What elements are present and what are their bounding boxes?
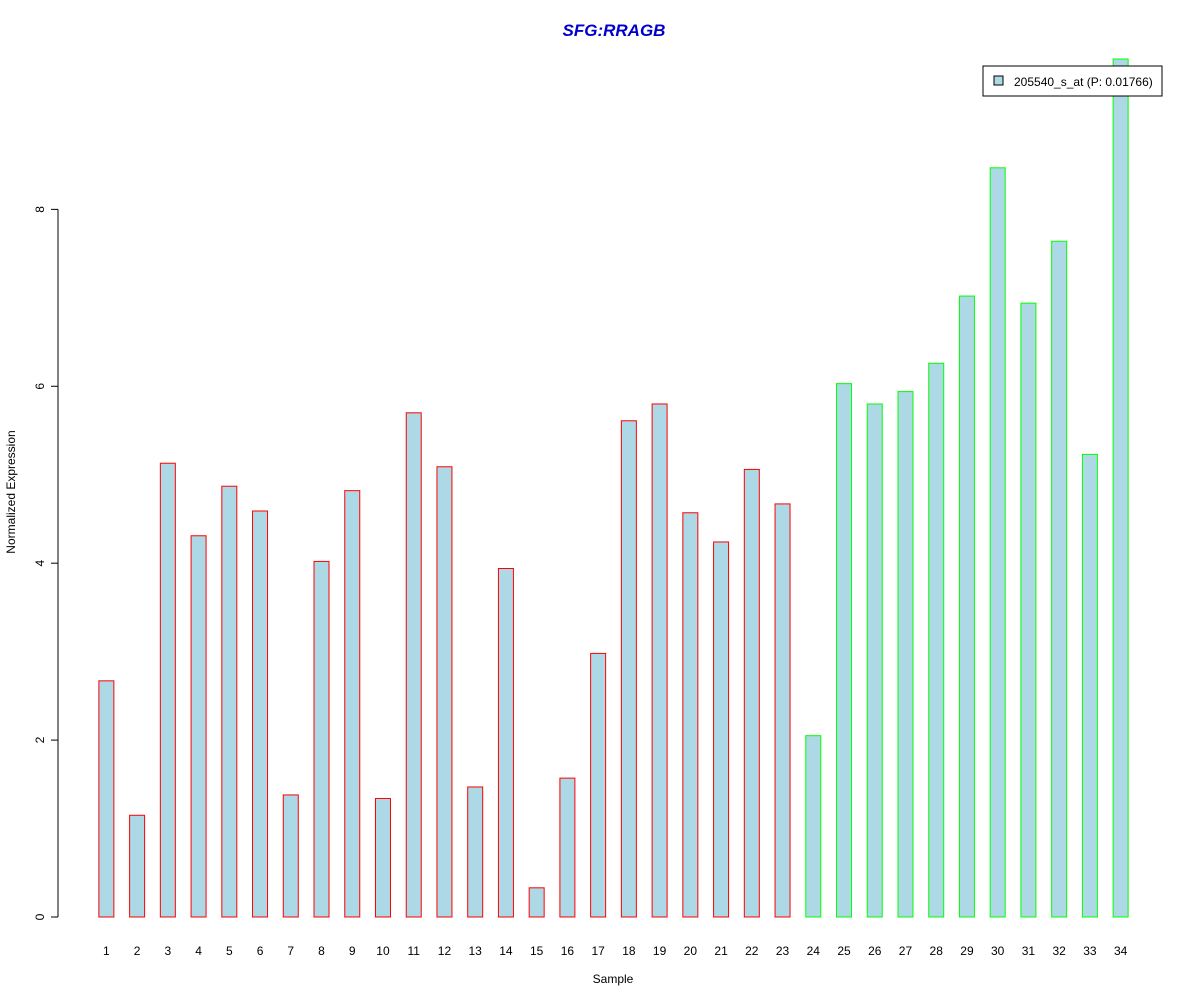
- y-tick-label: 8: [33, 206, 47, 213]
- bar: [805, 735, 822, 918]
- bar: [313, 560, 330, 918]
- x-tick-label: 27: [899, 944, 913, 958]
- x-tick-label: 18: [622, 944, 636, 958]
- y-tick-label: 4: [33, 560, 47, 567]
- x-axis-title: Sample: [593, 972, 634, 986]
- bar: [436, 466, 453, 918]
- x-tick-label: 20: [684, 944, 698, 958]
- x-tick-label: 32: [1052, 944, 1066, 958]
- x-tick-label: 9: [349, 944, 356, 958]
- x-tick-label: 34: [1114, 944, 1128, 958]
- x-tick-label: 26: [868, 944, 882, 958]
- bar: [713, 541, 730, 918]
- x-tick-label: 25: [837, 944, 851, 958]
- x-tick-label: 1: [103, 944, 110, 958]
- chart-title: SFG:RRAGB: [563, 21, 666, 40]
- bar: [221, 485, 238, 918]
- y-tick-label: 6: [33, 383, 47, 390]
- bar: [497, 567, 514, 918]
- bar: [467, 786, 484, 918]
- y-tick-label: 0: [33, 913, 47, 920]
- x-tick-label: 24: [807, 944, 821, 958]
- x-tick-label: 21: [714, 944, 728, 958]
- bar: [774, 503, 791, 918]
- legend-label: 205540_s_at (P: 0.01766): [1014, 75, 1153, 89]
- bars-group: [98, 58, 1129, 918]
- x-tick-label: 28: [930, 944, 944, 958]
- bar: [190, 535, 207, 918]
- x-tick-label: 10: [376, 944, 390, 958]
- x-tick-label: 2: [134, 944, 141, 958]
- bar: [374, 797, 391, 918]
- x-tick-label: 14: [499, 944, 513, 958]
- legend-swatch: [993, 75, 1004, 86]
- bar: [682, 512, 699, 918]
- x-tick-label: 33: [1083, 944, 1097, 958]
- x-tick-label: 12: [438, 944, 452, 958]
- bar: [836, 383, 853, 918]
- bar: [129, 814, 146, 918]
- x-tick-labels: 1 2 3 4 5 6 7 8 9 10 11 12 13 14 15 16 17 18 19 20 21 22 23 24 2…: [103, 944, 1128, 958]
- x-tick-label: 29: [960, 944, 974, 958]
- bar: [1112, 58, 1129, 918]
- x-tick-label: 7: [287, 944, 294, 958]
- legend-box: [982, 65, 1163, 97]
- bar: [866, 403, 883, 918]
- x-tick-label: 22: [745, 944, 759, 958]
- x-tick-label: 5: [226, 944, 233, 958]
- bar: [743, 468, 760, 918]
- bar: [928, 362, 945, 918]
- bar: [1020, 302, 1037, 918]
- bar: [252, 510, 269, 918]
- bar: [159, 462, 176, 918]
- bar: [528, 887, 545, 918]
- legend: 205540_s_at (P: 0.01766): [982, 65, 1163, 97]
- bar: [98, 680, 115, 918]
- x-tick-label: 4: [195, 944, 202, 958]
- bar: [344, 490, 361, 918]
- x-tick-label: 16: [561, 944, 575, 958]
- x-tick-label: 8: [318, 944, 325, 958]
- y-tick-label: 2: [33, 736, 47, 743]
- x-tick-label: 23: [776, 944, 790, 958]
- bar: [590, 652, 607, 918]
- x-tick-label: 31: [1022, 944, 1036, 958]
- bar: [989, 167, 1006, 918]
- y-axis-title: Normalized Expression: [4, 430, 18, 553]
- bar: [897, 391, 914, 918]
- x-tick-label: 15: [530, 944, 544, 958]
- x-tick-label: 6: [257, 944, 264, 958]
- x-tick-label: 11: [407, 944, 420, 958]
- bar: [405, 412, 422, 918]
- x-tick-label: 3: [164, 944, 171, 958]
- bar: [958, 295, 975, 918]
- x-tick-label: 19: [653, 944, 667, 958]
- bar: [282, 794, 299, 918]
- bar: [1051, 240, 1068, 918]
- x-tick-label: 13: [469, 944, 483, 958]
- y-axis: 0 2 4 6 8: [33, 206, 59, 920]
- bar: [1081, 453, 1098, 918]
- bar: [559, 777, 576, 918]
- bar: [620, 420, 637, 918]
- x-tick-label: 30: [991, 944, 1005, 958]
- x-tick-label: 17: [591, 944, 605, 958]
- bar: [651, 403, 668, 918]
